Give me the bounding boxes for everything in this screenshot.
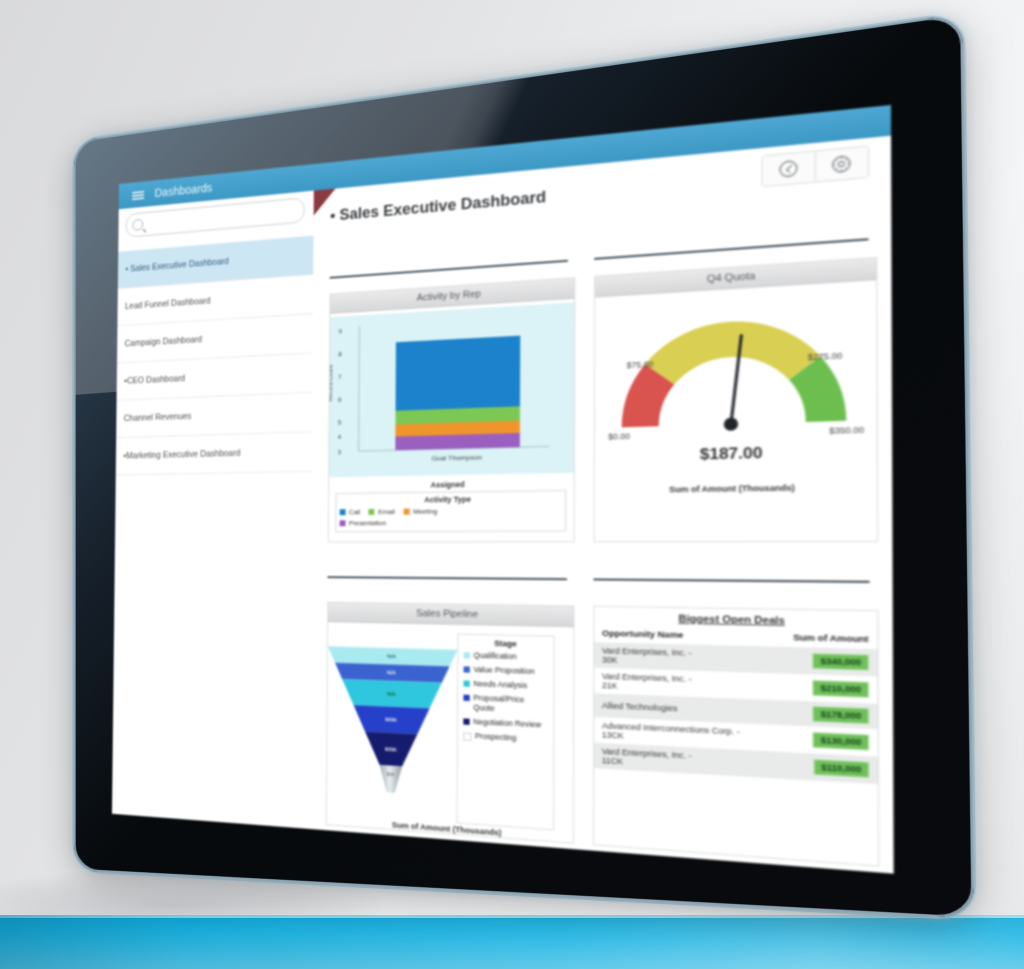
svg-text:$0.00: $0.00 [608,433,630,442]
svg-text:7: 7 [338,374,342,381]
svg-text:$75.00: $75.00 [627,361,654,371]
svg-text:N/A: N/A [387,670,397,676]
svg-text:$187.00: $187.00 [700,443,763,463]
svg-text:N/A: N/A [387,653,397,659]
svg-text:8: 8 [338,352,342,359]
svg-text:$0K: $0K [387,771,395,777]
svg-text:4: 4 [338,434,342,441]
svg-text:Record Count: Record Count [329,364,335,401]
svg-text:$275.00: $275.00 [808,352,843,362]
svg-text:Goal Thompson: Goal Thompson [431,455,481,463]
svg-text:$00K: $00K [385,717,398,723]
svg-text:5: 5 [338,420,342,427]
svg-text:9: 9 [338,329,342,336]
svg-text:N/A: N/A [387,691,397,697]
svg-text:3: 3 [338,450,342,457]
svg-text:$00K: $00K [385,746,398,752]
svg-text:6: 6 [338,397,342,404]
svg-text:$350.00: $350.00 [829,426,864,436]
